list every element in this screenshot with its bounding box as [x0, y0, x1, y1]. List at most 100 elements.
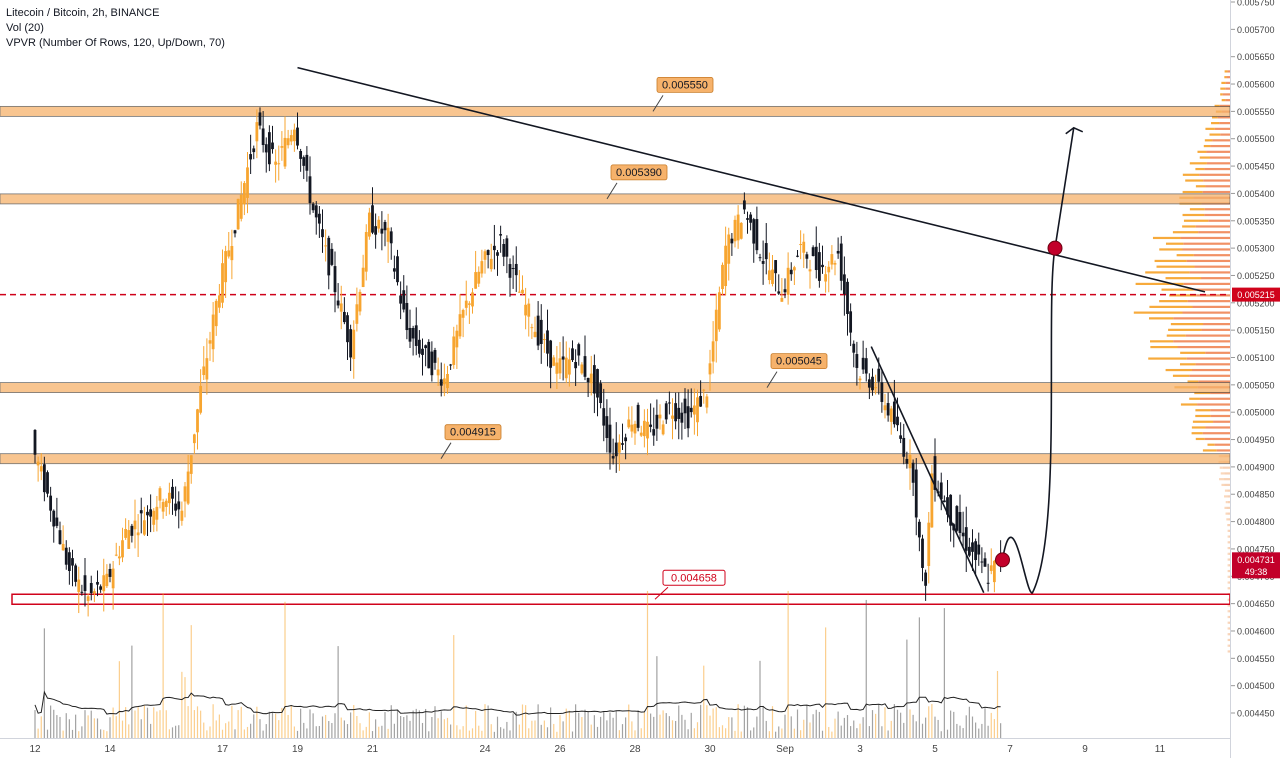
- volume-bar: [406, 715, 408, 738]
- candle-body: [221, 263, 224, 303]
- volume-bar: [284, 601, 286, 738]
- time-tick-label: 11: [1155, 744, 1166, 755]
- candle-body: [836, 250, 840, 254]
- volume-bar: [490, 724, 492, 738]
- candle-body: [764, 243, 768, 260]
- candle-body: [614, 442, 618, 457]
- time-axis[interactable]: 12 14 17 19 21 24 26 28 30 Sep 3 5 7 9 11: [0, 738, 1230, 759]
- volume-bar: [950, 710, 952, 738]
- volume-bar: [425, 708, 427, 738]
- volume-bar: [106, 731, 108, 738]
- volume-bar: [265, 724, 267, 738]
- candle-body: [908, 454, 912, 469]
- volume-bar: [537, 704, 539, 738]
- candle-body: [399, 295, 403, 304]
- vpvr-bar-up: [1145, 271, 1190, 274]
- vpvr-bar-down: [1173, 340, 1230, 343]
- volume-bar: [459, 729, 461, 738]
- volume-bar: [496, 716, 499, 738]
- volume-bar: [68, 719, 70, 738]
- chart-area[interactable]: 0.005550 0.005390 0.005045 0.004915 0.004658…: [0, 0, 1231, 738]
- candle-body: [583, 356, 587, 377]
- vpvr-bar-up: [1214, 104, 1220, 107]
- candle-body: [511, 267, 515, 269]
- candle-body: [649, 424, 653, 427]
- volume-bar: [146, 707, 149, 738]
- candle-body: [149, 509, 153, 517]
- dashed-level-badge: [1232, 287, 1280, 302]
- volume-bar: [153, 707, 155, 738]
- vpvr-bar-down: [1183, 282, 1230, 286]
- candle-body: [464, 300, 468, 308]
- support-label-text: 0.004658: [671, 572, 717, 584]
- price-tick-label: 0.004600: [1237, 626, 1275, 636]
- volume-bar: [350, 712, 352, 738]
- volume-bar: [131, 645, 133, 738]
- candle-body: [858, 378, 862, 381]
- vpvr-bar-up: [1227, 564, 1229, 567]
- volume-bar: [303, 722, 305, 738]
- volume-bar: [746, 707, 749, 738]
- candle-body: [67, 552, 71, 571]
- candle-body: [242, 183, 246, 205]
- volume-bar: [625, 717, 627, 738]
- vpvr-bar-down: [1182, 248, 1230, 251]
- candle-body: [839, 243, 843, 281]
- vpvr-bar-down: [1228, 558, 1230, 561]
- price-axis[interactable]: 0.005750 0.005700 0.005650 0.005600 0.005550…: [1230, 0, 1280, 758]
- candle-body: [883, 405, 887, 411]
- candle-body: [683, 398, 687, 414]
- legend-vpvr[interactable]: VPVR (Number Of Rows, 120, Up/Down, 70): [6, 37, 225, 49]
- candle-body: [324, 245, 328, 247]
- vpvr-bar-up: [1211, 122, 1220, 125]
- candle-body: [696, 397, 699, 423]
- candle-body: [258, 112, 262, 126]
- candle-body: [933, 456, 937, 490]
- candle-body: [202, 366, 206, 376]
- candle-body: [417, 339, 421, 354]
- vpvr-bar-down: [1220, 133, 1230, 136]
- vpvr-bar-up: [1156, 265, 1195, 268]
- candle-body: [986, 582, 990, 584]
- vpvr-bar-down: [1226, 76, 1230, 79]
- volume-bar: [875, 713, 877, 738]
- vpvr-bar-down: [1219, 122, 1230, 125]
- volume-bar: [981, 723, 983, 738]
- candle-body: [489, 258, 493, 270]
- volume-bar: [712, 708, 714, 738]
- candle-body: [896, 416, 899, 426]
- candle-body: [402, 290, 406, 310]
- volume-bar: [987, 725, 989, 738]
- candle-body: [705, 396, 709, 408]
- candle-body: [430, 351, 434, 376]
- candle-body: [211, 314, 215, 350]
- vpvr-bar-up: [1221, 81, 1226, 85]
- trendline: [870, 346, 985, 594]
- volume-bar: [275, 713, 277, 738]
- vpvr-bar-up: [1159, 300, 1188, 303]
- volume-bar: [646, 590, 649, 738]
- candle-body: [892, 401, 896, 425]
- volume-bar: [56, 715, 58, 738]
- volume-bar: [734, 730, 736, 738]
- volume-bar: [171, 727, 174, 738]
- candle-body: [86, 596, 90, 601]
- volume-bar: [793, 728, 795, 738]
- volume-bar: [128, 724, 130, 738]
- volume-bar: [196, 706, 199, 738]
- candle-body: [217, 295, 221, 308]
- zone-label-connector: [652, 95, 664, 112]
- volume-bar: [50, 705, 52, 738]
- candle-body: [567, 359, 571, 375]
- volume-bar: [862, 717, 864, 738]
- volume-bar: [334, 713, 336, 738]
- vpvr-bar-down: [1212, 139, 1230, 142]
- time-tick-label: 17: [217, 744, 229, 755]
- chart-plot[interactable]: 0.005550 0.005390 0.005045 0.004915 0.004658: [0, 0, 1231, 738]
- volume-bar: [606, 720, 608, 738]
- candle-body: [689, 407, 693, 413]
- volume-bar: [293, 726, 295, 738]
- candle-body: [671, 415, 674, 419]
- legend-volume[interactable]: Vol (20): [6, 22, 44, 34]
- legend-symbol[interactable]: Litecoin / Bitcoin, 2h, BINANCE: [6, 7, 160, 19]
